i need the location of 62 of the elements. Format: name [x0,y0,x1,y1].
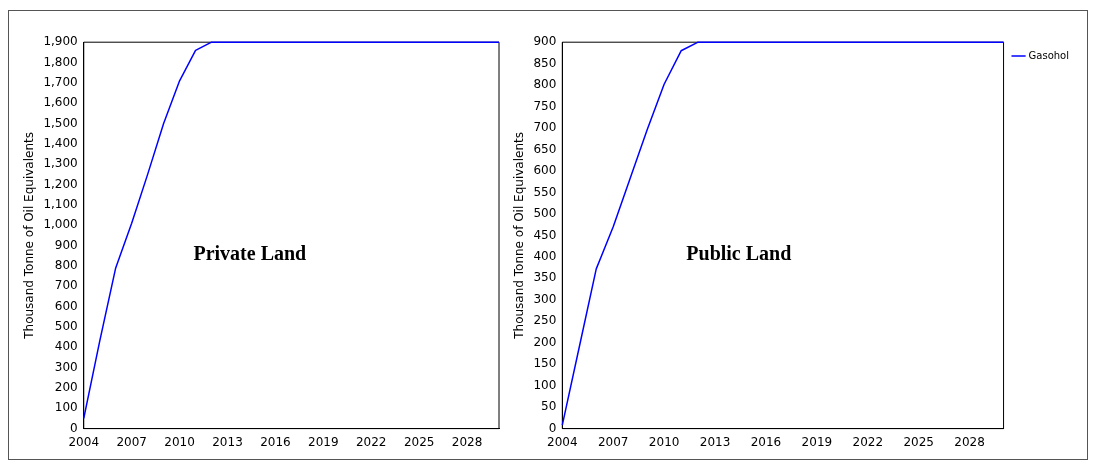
x-tick-label: 2019 [308,434,339,449]
y-tick-label: 350 [533,270,557,285]
y-tick-label: 550 [533,184,557,199]
y-tick-label: 850 [533,55,557,70]
y-tick-label: 650 [533,141,557,156]
x-tick-label: 2022 [355,434,387,449]
y-tick-label: 900 [533,34,557,49]
y-tick-label: 400 [54,339,78,354]
y-tick-label: 200 [533,334,557,349]
y-tick-label: 300 [533,291,557,306]
y-tick-label: 1,300 [43,156,78,171]
x-tick-label: 2025 [903,434,934,449]
x-tick-label: 2016 [260,434,291,449]
y-tick-label: 200 [54,380,78,395]
y-tick-label: 1,700 [43,75,78,89]
x-tick-label: 2013 [212,434,243,449]
x-tick-label: 2028 [451,434,483,449]
y-tick-label: 150 [533,356,557,371]
x-tick-label: 2007 [597,434,629,449]
y-tick-label: 800 [54,258,78,273]
y-tick-label: 250 [533,313,557,328]
x-tick-label: 2019 [801,434,833,449]
y-tick-label: 450 [533,227,557,242]
y-tick-label: 700 [533,120,557,135]
x-tick-label: 2007 [116,434,147,449]
y-tick-label: 1,200 [43,176,78,191]
y-tick-label: 0 [70,420,78,435]
y-tick-label: 400 [533,248,557,263]
x-tick-label: 2010 [648,434,680,449]
y-tick-label: 300 [54,359,78,374]
x-tick-label: 2004 [547,434,578,449]
annotation: Public Land [686,241,792,264]
x-tick-label: 2013 [699,434,731,449]
y-tick-label: 600 [533,163,557,178]
y-tick-label: 500 [54,319,78,334]
y-tick-label: 1,800 [43,54,78,69]
y-axis-title: Thousand Tonne of Oil Equivalents [512,132,527,340]
y-tick-label: 600 [54,298,78,313]
annotation: Private Land [193,241,307,264]
y-tick-label: 800 [533,77,557,92]
y-tick-label: 750 [533,98,557,113]
y-tick-label: 1,100 [43,197,78,212]
x-tick-label: 2022 [852,434,884,449]
y-tick-label: 1,900 [43,34,78,49]
y-tick-label: 1,400 [43,136,78,151]
y-tick-label: 1,000 [43,217,78,232]
x-tick-label: 2025 [403,434,435,449]
x-tick-label: 2028 [954,434,985,449]
y-tick-label: 900 [54,237,78,252]
y-tick-label: 50 [541,399,557,414]
x-tick-label: 2010 [164,434,195,449]
y-tick-label: 1,500 [43,115,78,130]
y-tick-label: 100 [533,377,557,392]
legend-label: Gasohol [1028,49,1070,61]
y-tick-label: 0 [548,420,557,435]
y-tick-label: 1,600 [43,95,78,110]
y-tick-label: 500 [533,206,557,221]
x-tick-label: 2004 [68,434,100,449]
y-tick-label: 100 [54,400,78,415]
y-axis-title: Thousand Tonne of Oil Equivalents [22,132,37,340]
x-tick-label: 2016 [750,434,782,449]
y-tick-label: 700 [54,278,78,293]
